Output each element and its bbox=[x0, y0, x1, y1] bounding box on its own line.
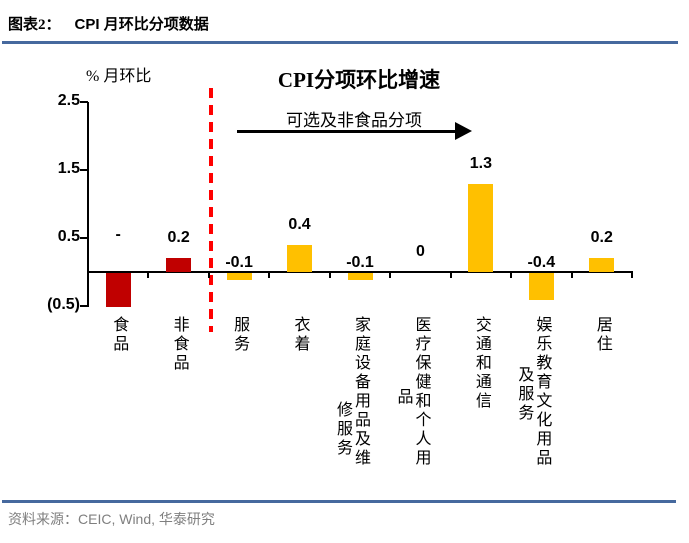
bar bbox=[226, 273, 252, 280]
x-category-label-column: 医疗保健和个人用 bbox=[412, 316, 430, 468]
y-tick-label: 0.5 bbox=[57, 228, 80, 245]
header-divider bbox=[2, 41, 678, 44]
bar bbox=[589, 258, 615, 272]
source-note: 资料来源：CEIC, Wind, 华泰研究 bbox=[8, 509, 215, 529]
x-category-label-column: 食品 bbox=[110, 316, 128, 354]
bar bbox=[166, 258, 192, 272]
figure-header: 图表2： CPI 月环比分项数据 bbox=[8, 13, 209, 34]
bar-value-label: -0.1 bbox=[346, 254, 374, 271]
figure-number-label: 图表2： bbox=[8, 17, 61, 33]
y-axis-unit-label: % 月环比 bbox=[86, 68, 152, 85]
source-prefix: 资料来源： bbox=[8, 513, 78, 528]
x-category-label-column: 非食品 bbox=[170, 316, 188, 373]
x-category-label-column: 交通和通信 bbox=[472, 316, 490, 411]
x-axis-tick bbox=[389, 273, 392, 278]
y-tick-label: 2.5 bbox=[57, 92, 80, 109]
bar-value-label: 0.2 bbox=[167, 229, 190, 247]
annotation-arrow-line bbox=[237, 130, 457, 133]
y-axis-tick bbox=[80, 305, 88, 307]
x-category-label-column: 品 bbox=[394, 388, 412, 407]
chart-title: CPI分项环比增速 bbox=[277, 68, 441, 92]
annotation-text: 可选及非食品分项 bbox=[286, 111, 422, 130]
footer-divider bbox=[2, 500, 676, 503]
x-axis-tick bbox=[510, 273, 513, 278]
y-axis-tick bbox=[80, 237, 88, 239]
x-axis-tick bbox=[570, 273, 573, 278]
bar-value-label: 0.2 bbox=[590, 229, 613, 247]
bar bbox=[105, 273, 131, 307]
bar bbox=[468, 183, 494, 272]
x-axis-tick bbox=[147, 273, 150, 278]
bar-value-label: - bbox=[115, 226, 121, 243]
bar-value-label: 0.4 bbox=[288, 215, 311, 233]
x-axis-tick bbox=[207, 273, 210, 278]
x-category-label-column: 家庭设备用品及维 bbox=[352, 316, 369, 468]
y-axis-tick bbox=[80, 101, 88, 103]
bar bbox=[287, 244, 313, 272]
x-axis-line bbox=[88, 271, 633, 273]
x-axis-tick bbox=[268, 273, 271, 278]
food-nonfood-separator-dashed-line bbox=[209, 88, 213, 332]
x-axis-tick bbox=[328, 273, 331, 278]
bar-value-label: 1.3 bbox=[469, 154, 492, 172]
annotation-arrow-head-icon bbox=[455, 122, 472, 140]
bar-value-label: -0.4 bbox=[527, 254, 556, 271]
figure-title: CPI 月环比分项数据 bbox=[74, 16, 209, 33]
x-category-label-column: 及服务 bbox=[515, 366, 533, 423]
x-category-label-column: 居住 bbox=[593, 316, 611, 354]
x-category-label-column: 衣着 bbox=[291, 316, 309, 354]
y-tick-label: 1.5 bbox=[57, 160, 80, 177]
bar-value-label: 0 bbox=[415, 243, 425, 260]
y-axis-line bbox=[87, 102, 89, 307]
bar bbox=[528, 273, 554, 301]
bar bbox=[347, 273, 373, 280]
y-tick-label: (0.5) bbox=[47, 296, 80, 313]
x-category-label-column: 服务 bbox=[231, 316, 249, 354]
bar-value-label: -0.1 bbox=[225, 254, 253, 271]
x-category-label-column: 修服务 bbox=[334, 401, 351, 458]
y-axis-tick bbox=[80, 169, 88, 171]
x-axis-tick bbox=[449, 273, 452, 278]
x-axis-tick bbox=[631, 273, 633, 278]
x-category-label-column: 娱乐教育文化用品 bbox=[533, 316, 551, 468]
source-text: CEIC, Wind, 华泰研究 bbox=[78, 511, 215, 527]
